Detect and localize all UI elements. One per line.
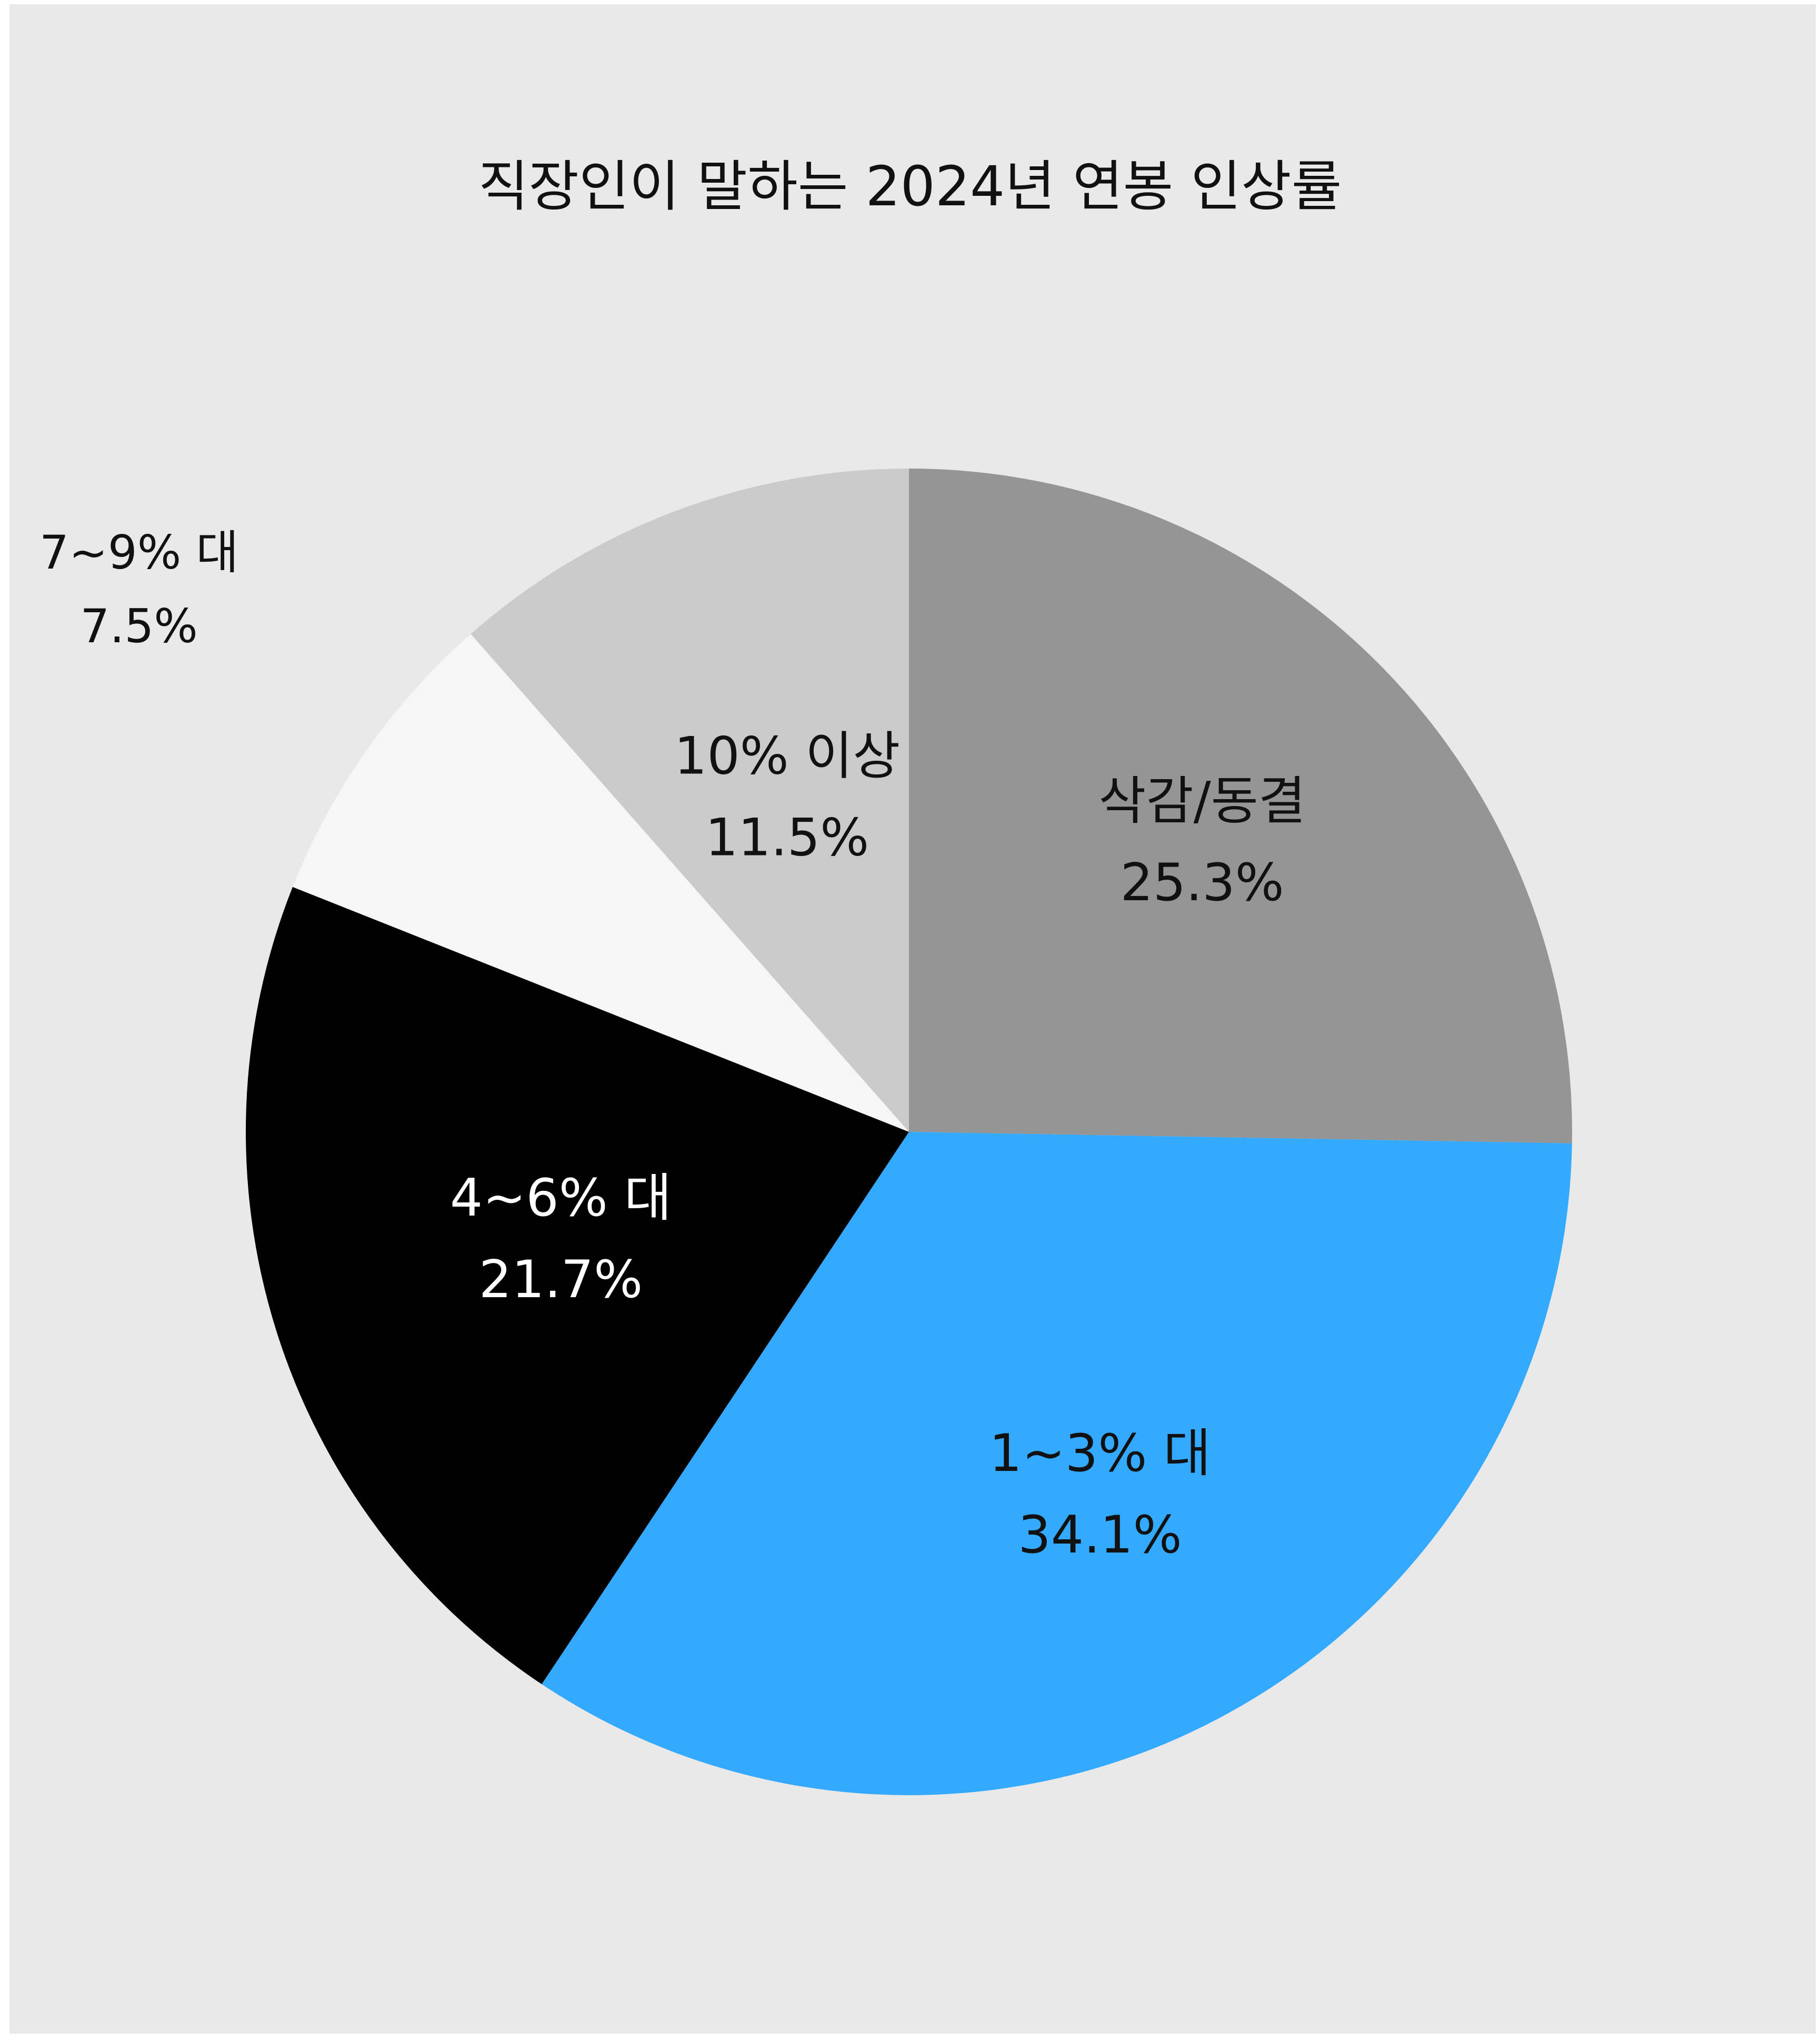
slice-label: 1~3% 대 <box>989 1424 1211 1484</box>
slice-2 <box>542 1132 1572 1795</box>
slice-value-label: 21.7% <box>479 1250 643 1310</box>
pie-slices <box>246 469 1572 1795</box>
slice-5 <box>471 469 909 1132</box>
slice-value-label: 11.5% <box>705 808 869 868</box>
slice-3 <box>246 887 909 1685</box>
slice-1 <box>909 469 1572 1143</box>
slice-value-label: 34.1% <box>1018 1505 1182 1565</box>
slice-label: 4~6% 대 <box>450 1168 672 1228</box>
slice-label: 10% 이상 <box>674 727 900 787</box>
chart-title: 직장인이 말하는 2024년 연봉 인상률 <box>478 154 1342 218</box>
slice-value-label: 25.3% <box>1120 853 1284 913</box>
slice-4 <box>293 634 909 1132</box>
slice-label: 7~9% 대 <box>39 525 238 580</box>
pie-labels: 삭감/동결 25.3% 1~3% 대 34.1% 4~6% 대 21.7% 7~9% 대 7.… <box>39 525 1306 1565</box>
slice-value-label: 7.5% <box>80 599 198 653</box>
slice-label: 삭감/동결 <box>1098 771 1306 831</box>
